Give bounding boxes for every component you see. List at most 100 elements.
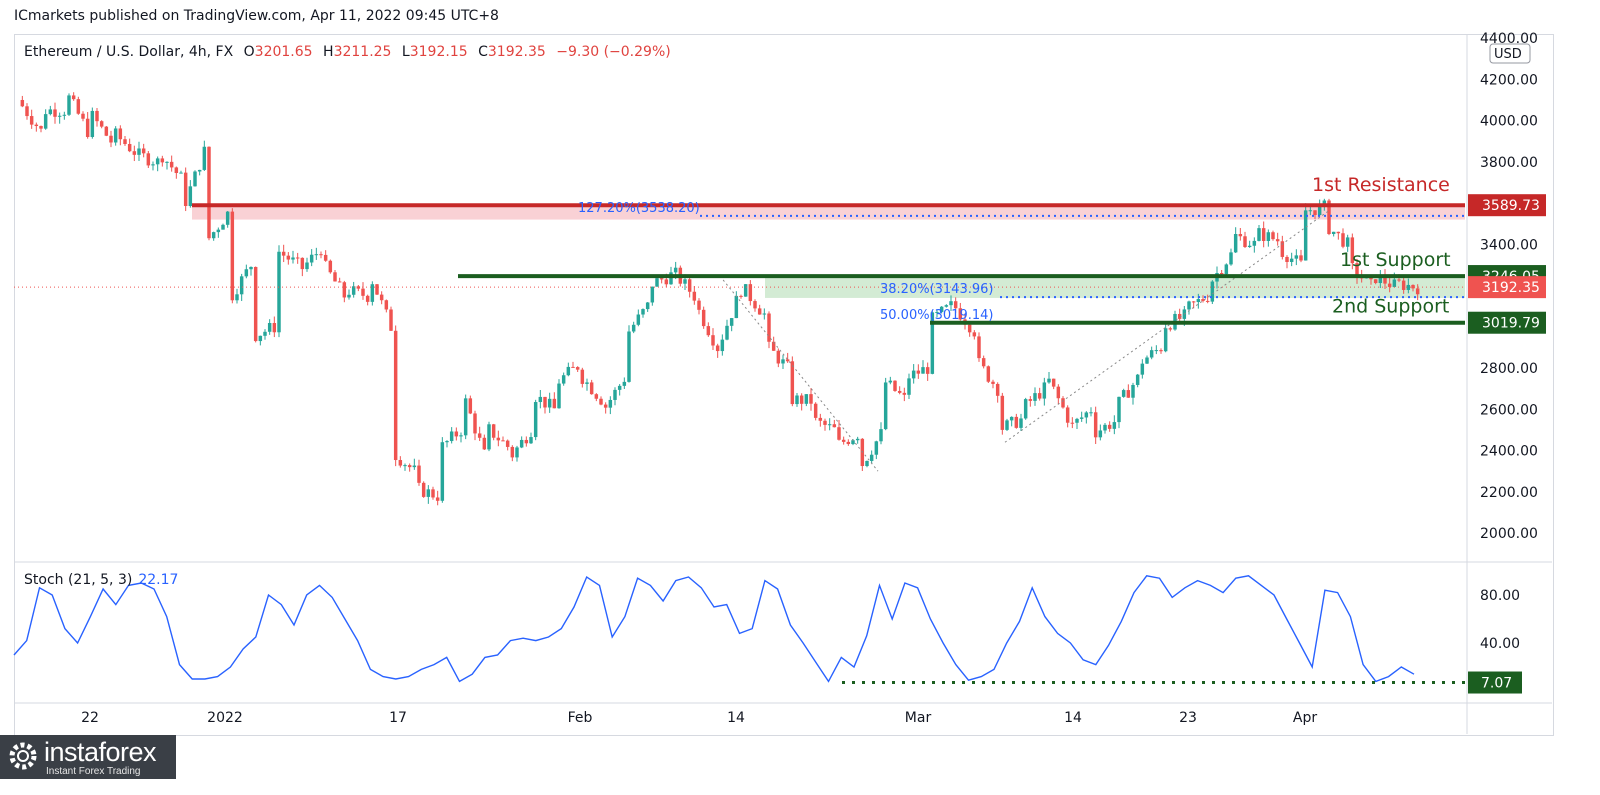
candle	[398, 456, 403, 468]
level-price-label: 3589.73	[1482, 198, 1540, 214]
candle	[95, 108, 99, 127]
candle	[473, 410, 477, 441]
price-tick-label: 2800.00	[1480, 361, 1538, 377]
low-label: L	[401, 44, 410, 60]
publisher-line: ICmarkets published on TradingView.com, …	[14, 8, 499, 24]
candle	[25, 103, 29, 120]
candle	[370, 281, 375, 306]
price-tick-label: 4000.00	[1480, 114, 1538, 130]
candle	[487, 421, 491, 452]
candle	[403, 463, 407, 471]
candle	[823, 418, 827, 431]
candle	[706, 322, 711, 337]
price-tick-label: 2400.00	[1480, 444, 1538, 460]
candle	[771, 336, 776, 351]
candle	[874, 440, 879, 460]
candle	[244, 264, 249, 279]
time-tick-label: 14	[727, 710, 745, 726]
candle	[1233, 227, 1238, 254]
candle	[263, 329, 267, 340]
candle	[127, 138, 132, 153]
candle	[818, 413, 823, 427]
time-tick-label: Mar	[905, 710, 932, 726]
price-axis: 4400.00 4200.00 4000.00 3800.00 3400.00 2800.…	[1468, 31, 1546, 542]
candle	[300, 257, 305, 277]
chart-frame[interactable]	[14, 34, 1554, 736]
candle	[1313, 210, 1317, 220]
candle	[1299, 249, 1303, 263]
last-price-tag	[1468, 276, 1546, 299]
candle	[482, 434, 487, 451]
candle	[1126, 384, 1131, 398]
candle	[1331, 231, 1336, 237]
stoch-panel: 80.00 40.00 7.07	[13, 575, 1522, 694]
candle	[468, 395, 473, 415]
candle	[1238, 228, 1243, 241]
candle	[949, 295, 953, 311]
candle	[67, 93, 71, 117]
candle	[547, 392, 552, 413]
resistance-zone	[192, 205, 1465, 220]
candle	[972, 330, 977, 340]
candle	[407, 463, 412, 472]
level-label: 1st Support	[1340, 249, 1451, 271]
candle	[1336, 231, 1341, 240]
candle	[543, 396, 547, 414]
candle	[225, 210, 230, 228]
candle	[697, 298, 701, 315]
candle	[1247, 240, 1252, 248]
candle	[39, 125, 43, 133]
candle	[753, 299, 757, 312]
candle	[1014, 413, 1019, 429]
candle	[790, 356, 795, 407]
candle	[384, 299, 389, 313]
candle	[608, 396, 613, 415]
candle	[286, 252, 291, 265]
candle	[953, 297, 958, 314]
stoch-legend: Stoch (21, 5, 3) 22.17	[24, 572, 178, 588]
low-value: 3192.15	[409, 44, 468, 60]
candle	[477, 426, 482, 442]
candle	[496, 430, 501, 447]
price-tick-label: 2600.00	[1480, 402, 1538, 418]
candle	[1103, 422, 1107, 434]
candle	[1121, 388, 1126, 398]
candle	[1000, 392, 1005, 435]
candle	[776, 348, 781, 368]
candle	[1131, 382, 1135, 405]
candle	[123, 136, 127, 146]
candle	[1079, 411, 1084, 422]
candle	[1028, 396, 1033, 407]
candle	[701, 306, 706, 329]
candle	[533, 399, 538, 441]
candle	[1345, 234, 1350, 252]
candle	[571, 361, 575, 368]
candle	[846, 439, 851, 446]
candle	[617, 384, 622, 396]
candle	[295, 252, 300, 264]
candle	[991, 379, 995, 389]
last-price-label: 3192.35	[1482, 280, 1540, 296]
candle	[566, 362, 571, 377]
candle	[557, 379, 561, 409]
candles	[20, 92, 1420, 506]
candle	[1065, 405, 1070, 428]
candle	[1252, 237, 1257, 253]
time-tick-label: 14	[1064, 710, 1082, 726]
candle	[319, 251, 323, 259]
candle	[351, 281, 356, 298]
candle	[631, 321, 636, 334]
candle	[48, 105, 53, 116]
candle	[967, 323, 972, 337]
candle	[935, 309, 939, 318]
candle	[893, 380, 897, 392]
candle	[650, 286, 655, 306]
candle	[1280, 235, 1285, 260]
time-tick-label: 23	[1179, 710, 1197, 726]
candle	[454, 427, 459, 441]
candle	[552, 392, 557, 409]
candle	[459, 432, 463, 443]
candle	[739, 294, 743, 299]
candle	[627, 325, 631, 383]
